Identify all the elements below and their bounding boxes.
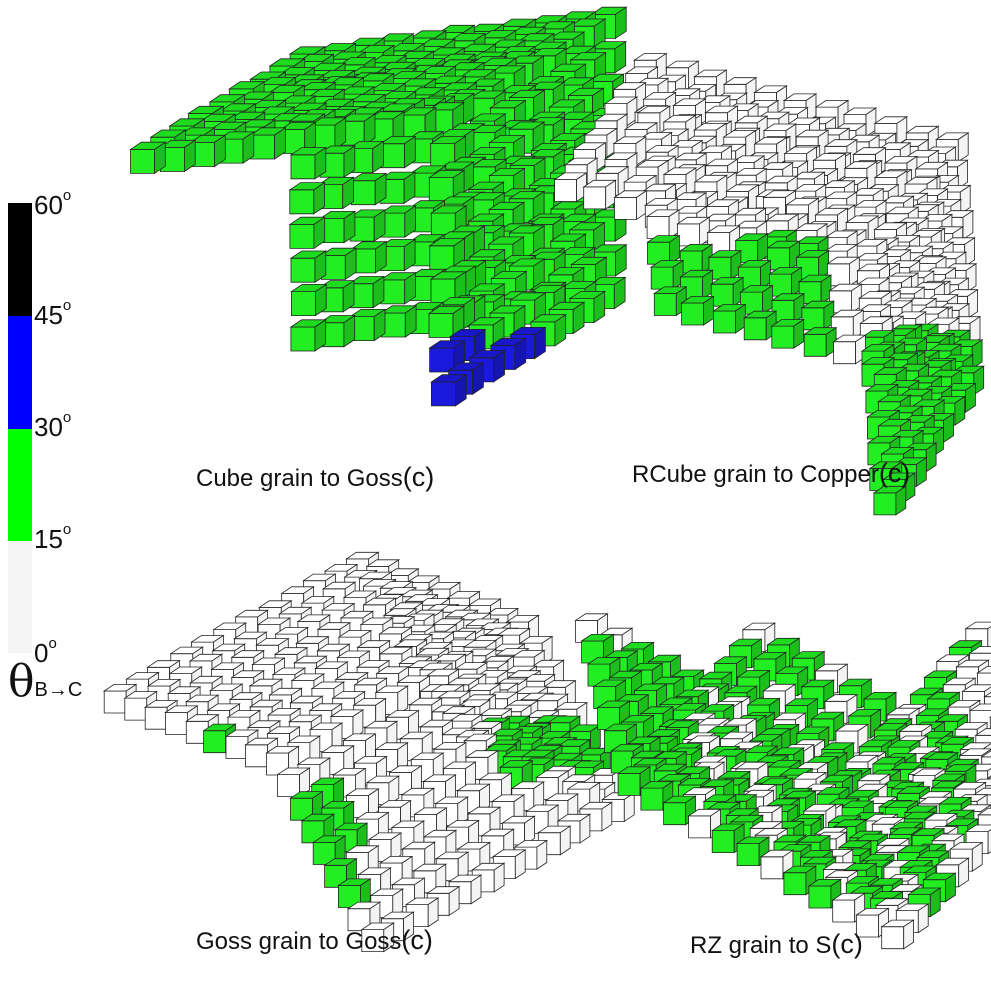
colorbar-tick-0: 0o (34, 635, 57, 668)
cluster-rz-grain (574, 613, 991, 950)
colorbar-tick-45: 45o (34, 297, 72, 330)
colorbar-segment-0-15 (8, 541, 32, 653)
colorbar-axis-label: θB→C (8, 656, 83, 707)
caption-goss-grain: Goss grain to Goss(c) (196, 925, 433, 955)
colorbar-tick-30: 30o (34, 409, 72, 442)
colorbar-tick-15: 15o (34, 521, 72, 554)
cluster-goss-grain (102, 551, 636, 953)
colorbar-segment-45-60 (8, 203, 32, 316)
cluster-rcube-grain (553, 52, 986, 516)
cluster-cube-grain (129, 6, 628, 407)
colorbar-tick-60: 60o (34, 187, 72, 220)
colorbar-segment-30-45 (8, 316, 32, 429)
caption-cube-grain: Cube grain to Goss(c) (196, 462, 435, 492)
caption-rcube-grain: RCube grain to Copper(c) (632, 458, 911, 488)
colorbar-segment-15-30 (8, 429, 32, 541)
colorbar (8, 203, 32, 653)
caption-rz-grain: RZ grain to S(c) (690, 929, 863, 959)
